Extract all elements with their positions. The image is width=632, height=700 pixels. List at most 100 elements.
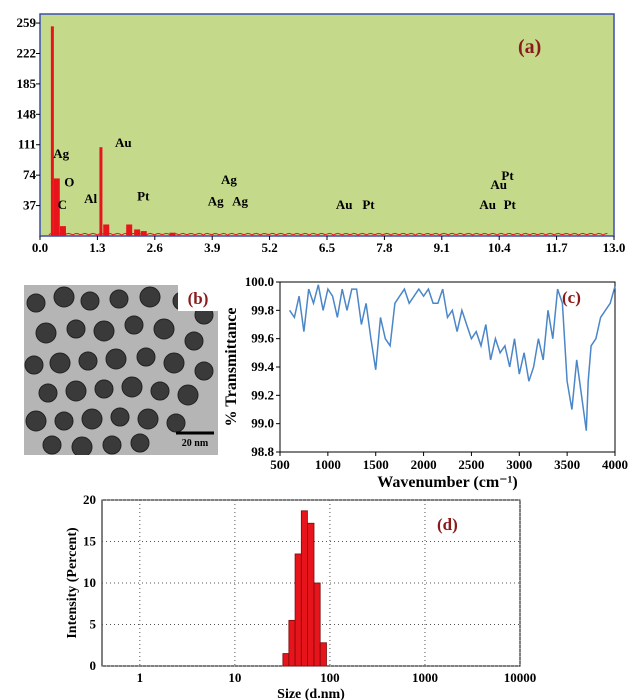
nanoparticle: [105, 348, 127, 370]
peak-annotation: Au: [490, 177, 507, 192]
peak-annotation: Ag: [53, 146, 69, 161]
peak-annotation: Al: [84, 191, 97, 206]
transmittance-series: [288, 284, 616, 431]
x-axis-label: Size (d.nm): [277, 687, 345, 700]
x-tick-label: 1: [137, 670, 144, 685]
x-tick-label: 6.5: [319, 240, 336, 255]
x-tick-label: 1000: [315, 457, 341, 472]
nanoparticle: [38, 383, 58, 403]
nanoparticle: [24, 355, 44, 375]
nanoparticle: [25, 410, 47, 432]
y-tick-label: 20: [83, 492, 96, 507]
panel-label-c: (c): [562, 288, 581, 307]
nanoparticle: [177, 384, 199, 406]
x-tick-label: 3500: [554, 457, 580, 472]
nanoparticle: [26, 293, 46, 313]
panel-label-a: (a): [518, 36, 541, 58]
x-tick-label: 3.9: [204, 240, 221, 255]
peak-annotation: Pt: [504, 197, 517, 212]
y-tick-label: 148: [17, 106, 37, 121]
x-tick-label: 5.2: [261, 240, 277, 255]
nanoparticle: [94, 379, 114, 399]
spectrum-peak: [59, 226, 66, 236]
y-tick-label: 100.0: [245, 274, 274, 289]
x-tick-label: 0.0: [32, 240, 48, 255]
peak-annotation: Ag: [221, 172, 237, 187]
peak-annotation: Au: [115, 135, 132, 150]
nanoparticle: [54, 411, 74, 431]
x-tick-label: 1.3: [89, 240, 106, 255]
y-axis-label: Intensity (Percent): [65, 527, 80, 639]
panel-label-b: (b): [188, 289, 209, 308]
x-tick-label: 1000: [412, 670, 438, 685]
x-tick-label: 13.0: [603, 240, 626, 255]
size-bar: [282, 653, 290, 667]
spectrum-peak: [53, 178, 60, 236]
nanoparticle: [184, 331, 204, 351]
nanoparticle: [93, 320, 115, 342]
nanoparticle: [80, 291, 100, 311]
y-tick-label: 0: [90, 658, 97, 673]
nanoparticle: [139, 286, 161, 308]
nanoparticle: [35, 322, 57, 344]
spectrum-peak: [103, 224, 110, 236]
nanoparticle: [137, 408, 159, 430]
x-axis-label: Wavenumber (cm⁻¹): [377, 474, 517, 491]
peak-annotation: O: [64, 175, 74, 190]
spectrum-peak: [126, 224, 133, 236]
y-tick-label: 222: [17, 45, 37, 60]
spectrum-baseline: [48, 232, 608, 236]
y-tick-label: 259: [17, 15, 37, 30]
y-tick-label: 99.2: [251, 387, 274, 402]
y-tick-label: 15: [83, 534, 97, 549]
nanoparticle: [124, 315, 144, 335]
nanoparticle: [110, 407, 130, 427]
y-tick-label: 99.8: [251, 302, 274, 317]
spectrum-peak: [50, 26, 54, 237]
plot-area: [279, 281, 616, 453]
peak-annotation: Ag: [232, 194, 248, 209]
nanoparticle: [102, 435, 122, 455]
nanoparticle: [42, 435, 62, 455]
panel-label-d: (d): [437, 515, 458, 534]
peak-annotation: Au: [479, 197, 496, 212]
spectrum-peak: [134, 229, 141, 236]
nanoparticle: [65, 380, 87, 402]
peak-annotation: Pt: [362, 197, 375, 212]
y-tick-label: 5: [90, 617, 97, 632]
y-tick-label: 111: [18, 137, 36, 152]
size-bar: [294, 553, 302, 667]
nanoparticle: [71, 436, 93, 458]
x-tick-label: 3000: [506, 457, 532, 472]
nanoparticle: [194, 361, 214, 381]
x-tick-label: 11.7: [546, 240, 569, 255]
scale-bar-label: 20 nm: [182, 438, 209, 449]
peak-annotation: Pt: [501, 168, 514, 183]
nanoparticle: [150, 381, 170, 401]
nanoparticle: [66, 319, 86, 339]
dls-size-distribution-chart: 1 10 100 1000 10000 0 5 10 15 20 Size (d.nm) Intens…: [65, 492, 537, 700]
x-tick-label: 10000: [504, 670, 537, 685]
x-tick-label: 2.6: [147, 240, 164, 255]
y-tick-label: 99.6: [251, 331, 274, 346]
nanoparticle: [130, 433, 150, 453]
nanoparticle: [49, 352, 71, 374]
nanoparticle: [81, 408, 103, 430]
size-bar: [313, 582, 321, 667]
peak-annotation: C: [58, 197, 67, 212]
nanoparticle: [109, 289, 129, 309]
x-tick-label: 2000: [411, 457, 437, 472]
y-axis-label: % Transmittance: [223, 308, 240, 427]
size-bar: [300, 510, 308, 667]
y-tick-label: 74: [23, 167, 37, 182]
y-tick-label: 98.8: [251, 444, 274, 459]
nanoparticle: [163, 352, 185, 374]
peak-annotation: Pt: [137, 189, 150, 204]
x-tick-label: 10: [228, 670, 241, 685]
x-tick-label: 9.1: [434, 240, 450, 255]
plot-area: [39, 13, 615, 237]
nanoparticle: [78, 351, 98, 371]
peak-annotation: Ag: [208, 194, 224, 209]
nanoparticle: [53, 286, 75, 308]
peak-annotation: Au: [336, 197, 353, 212]
